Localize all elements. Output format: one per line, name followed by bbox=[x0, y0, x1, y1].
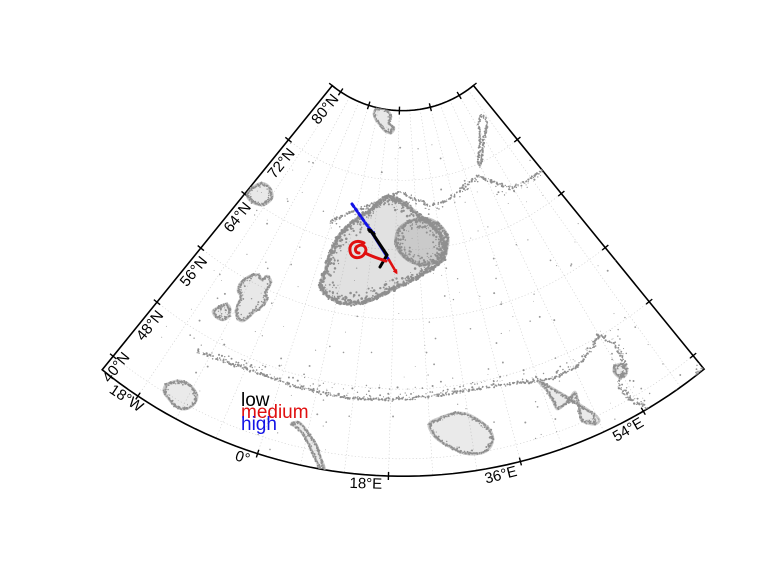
svg-text:high: high bbox=[241, 414, 277, 435]
svg-text:72°N: 72°N bbox=[264, 145, 298, 182]
svg-text:48°N: 48°N bbox=[133, 307, 167, 344]
svg-text:64°N: 64°N bbox=[221, 199, 255, 236]
svg-text:36°E: 36°E bbox=[483, 463, 519, 488]
svg-text:40°N: 40°N bbox=[99, 349, 133, 386]
svg-text:18°W: 18°W bbox=[106, 381, 147, 416]
svg-text:18°E: 18°E bbox=[349, 475, 382, 493]
svg-text:56°N: 56°N bbox=[177, 253, 211, 290]
svg-text:0°: 0° bbox=[233, 447, 252, 468]
svg-text:80°N: 80°N bbox=[308, 91, 342, 128]
